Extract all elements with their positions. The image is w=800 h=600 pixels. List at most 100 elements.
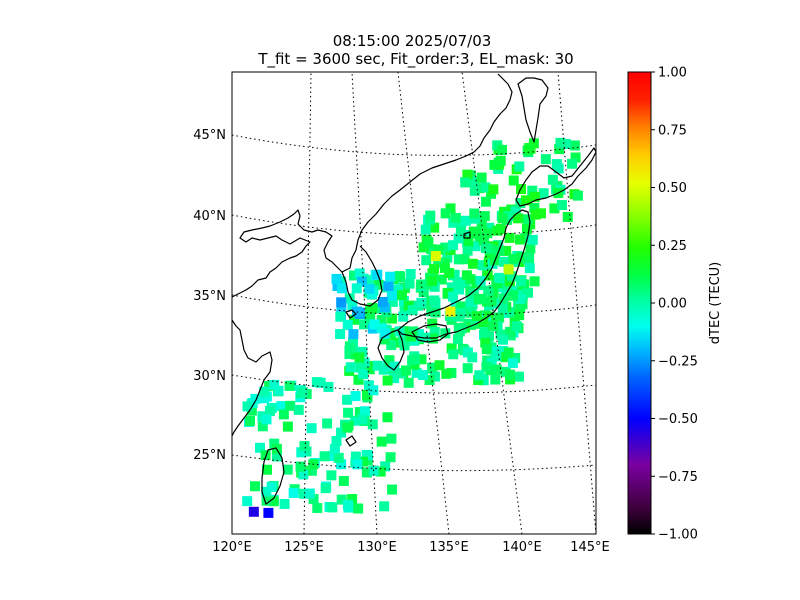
dtec-cell xyxy=(476,218,487,229)
dtec-cell xyxy=(350,415,361,426)
dtec-cell xyxy=(497,303,508,314)
dtec-cell xyxy=(484,222,495,233)
dtec-cell xyxy=(436,274,447,285)
coastline-hainan-like xyxy=(345,435,357,447)
dtec-cell xyxy=(421,255,432,266)
dtec-cell xyxy=(456,301,467,312)
colorbar-tick-label: 0.25 xyxy=(658,239,687,254)
dtec-cell xyxy=(479,211,490,222)
dtec-cell xyxy=(386,433,397,444)
dtec-cell xyxy=(459,254,470,265)
chart-title-line-1: 08:15:00 2025/07/03 xyxy=(333,32,492,50)
dtec-cell xyxy=(488,184,499,195)
dtec-cell xyxy=(336,494,347,505)
coastline-korea-south xyxy=(341,245,383,307)
dtec-cell xyxy=(407,355,418,366)
dtec-cell xyxy=(453,233,464,244)
dtec-cell xyxy=(411,367,422,378)
dtec-cell xyxy=(301,446,312,457)
colorbar-tick-label: 1.00 xyxy=(658,66,687,81)
dtec-cell xyxy=(404,278,415,289)
dtec-cell xyxy=(515,197,526,208)
colorbar-tick-label: 0.00 xyxy=(658,297,687,312)
dtec-cell xyxy=(254,442,265,453)
dtec-cell xyxy=(344,348,355,359)
colorbar-tick-label: 0.75 xyxy=(658,123,687,138)
dtec-cell xyxy=(361,467,372,478)
dtec-cell xyxy=(429,295,440,306)
dtec-cell xyxy=(342,422,353,433)
dtec-cell xyxy=(373,279,384,290)
meridian-130e xyxy=(351,72,378,534)
colorbar-gradient xyxy=(627,71,652,535)
dtec-cell xyxy=(319,451,330,462)
dtec-cell xyxy=(462,363,473,374)
dtec-cell xyxy=(297,387,308,398)
dtec-cell xyxy=(350,391,361,402)
dtec-cell xyxy=(279,498,290,509)
dtec-cell xyxy=(455,226,466,237)
dtec-cell xyxy=(263,507,274,518)
dtec-cell xyxy=(394,271,405,282)
dtec-cell xyxy=(467,352,478,363)
dtec-cell xyxy=(481,362,492,373)
dtec-cell xyxy=(354,268,365,279)
y-tick-label: 45°N xyxy=(193,128,226,143)
dtec-cell xyxy=(357,346,368,357)
dtec-cell xyxy=(488,320,499,331)
dtec-cell xyxy=(276,401,287,412)
dtec-cell xyxy=(449,269,460,280)
dtec-cell xyxy=(389,361,400,372)
dtec-cell xyxy=(491,351,502,362)
dtec-cell xyxy=(342,499,353,510)
dtec-cell xyxy=(375,466,386,477)
dtec-cell xyxy=(523,287,534,298)
dtec-cell xyxy=(379,501,390,512)
coastline-korea-china xyxy=(232,73,513,298)
dtec-cell xyxy=(427,362,438,373)
dtec-cell xyxy=(331,273,342,284)
dtec-cell xyxy=(336,459,347,470)
dtec-cell xyxy=(498,256,509,267)
dtec-cell xyxy=(266,481,277,492)
dtec-cell xyxy=(460,177,471,188)
dtec-cell xyxy=(470,213,481,224)
dtec-cell xyxy=(492,225,503,236)
dtec-cell xyxy=(345,362,356,373)
colorbar-label: dTEC (TECU) xyxy=(708,262,723,345)
dtec-cell xyxy=(429,281,440,292)
y-tick-label: 40°N xyxy=(193,209,226,224)
dtec-cell xyxy=(442,252,453,263)
dtec-cell xyxy=(497,334,508,345)
dtec-cell xyxy=(337,283,348,294)
dtec-cell xyxy=(250,481,261,492)
dtec-cell xyxy=(343,407,354,418)
dtec-cell xyxy=(416,279,427,290)
dtec-cell xyxy=(483,285,494,296)
dtec-cell xyxy=(429,371,440,382)
dtec-cell xyxy=(367,302,378,313)
dtec-cell xyxy=(505,369,516,380)
dtec-cell xyxy=(508,175,519,186)
dtec-cell xyxy=(373,303,384,314)
dtec-cell xyxy=(466,296,477,307)
dtec-cell xyxy=(477,260,488,271)
x-tick-label: 130°E xyxy=(357,540,397,555)
dtec-cell xyxy=(413,329,424,340)
dtec-cell xyxy=(261,495,272,506)
dtec-cell xyxy=(538,188,549,199)
dtec-cell xyxy=(383,280,394,291)
dtec-cell xyxy=(482,228,493,239)
dtec-cell xyxy=(426,275,437,286)
dtec-cell xyxy=(358,369,369,380)
dtec-cell xyxy=(354,407,365,418)
colorbar-tick-label: 0.50 xyxy=(658,181,687,196)
dtec-cell xyxy=(347,494,358,505)
dtec-cell xyxy=(376,323,387,334)
dtec-cell xyxy=(418,370,429,381)
dtec-cell xyxy=(468,288,479,299)
dtec-cell xyxy=(441,368,452,379)
dtec-cell xyxy=(491,364,502,375)
dtec-cell xyxy=(486,357,497,368)
dtec-cell xyxy=(359,406,370,417)
